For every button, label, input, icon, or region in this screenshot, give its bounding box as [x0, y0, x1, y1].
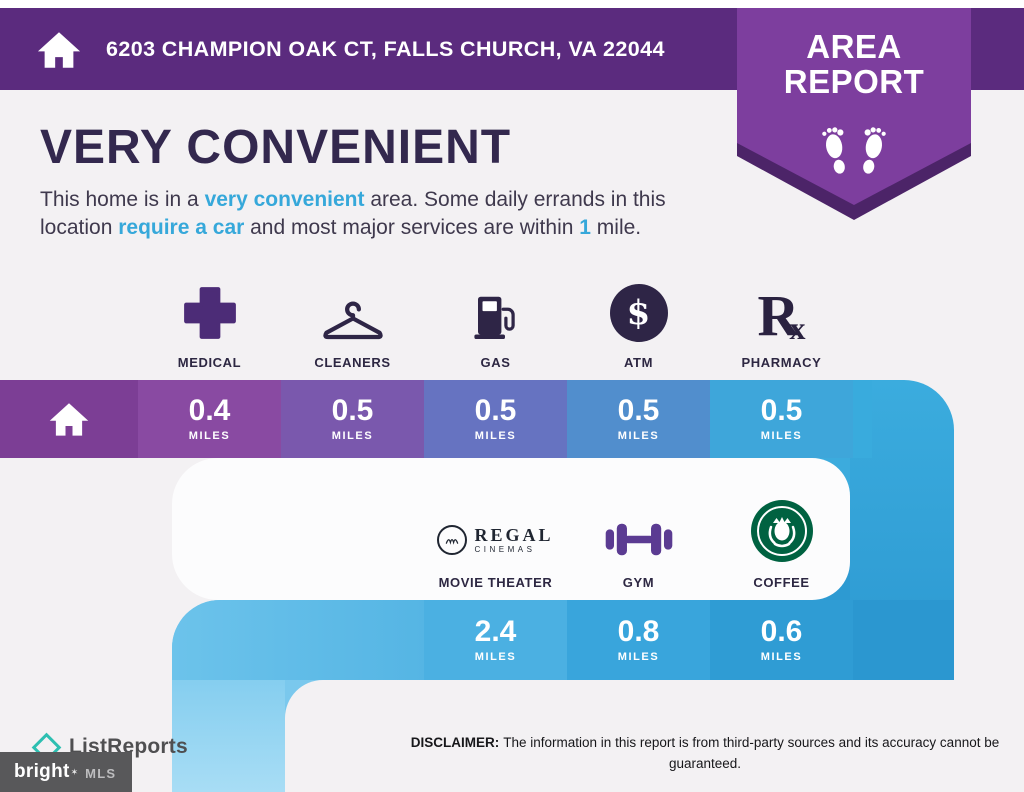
mls-wordmark: MLS: [85, 766, 117, 781]
service-label: CLEANERS: [314, 355, 391, 370]
band-filler: [853, 380, 872, 458]
distance-value: 0.5: [617, 394, 660, 427]
area-report-badge: AREA REPORT: [737, 8, 971, 220]
home-icon: [37, 31, 81, 68]
distance-cell-gym: 0.8 MILES: [567, 600, 710, 680]
distance-value: 0.6: [760, 615, 803, 648]
distance-cell-pharmacy: 0.5 MILES: [710, 380, 853, 458]
distance-value: 0.4: [188, 394, 231, 427]
dumbbell-icon: [602, 517, 676, 562]
distance-value: 0.5: [331, 394, 374, 427]
rx-r-glyph: R: [757, 282, 800, 348]
rx-x-glyph: x: [789, 310, 806, 346]
distance-cell-atm: 0.5 MILES: [567, 380, 710, 458]
band-curve-segment: [172, 600, 424, 680]
service-label: MOVIE THEATER: [438, 575, 553, 590]
home-icon: [49, 403, 89, 436]
service-label: ATM: [624, 355, 653, 370]
service-label: COFFEE: [753, 575, 810, 590]
brand-name: REGAL: [474, 525, 554, 545]
distance-cell-cleaners: 0.5 MILES: [281, 380, 424, 458]
badge-line2: REPORT: [783, 62, 925, 100]
distance-band-row2: 2.4 MILES 0.8 MILES 0.6 MILES: [172, 600, 954, 680]
intro-highlight: very convenient: [204, 188, 365, 211]
distance-unit: MILES: [474, 430, 517, 442]
distance-value: 2.4: [474, 615, 517, 648]
regal-cinemas-logo: REGAL CINEMAS: [437, 518, 553, 562]
intro-text: mile.: [590, 216, 642, 240]
intro-text: and most major services are within: [244, 216, 580, 240]
disclaimer-text: The information in this report is from t…: [503, 735, 1000, 771]
badge-title: AREA REPORT: [737, 28, 971, 100]
star-mark: ✶: [70, 766, 79, 777]
intro-highlight: require a car: [118, 216, 245, 240]
distance-value: 0.8: [617, 615, 660, 648]
service-pharmacy: R x PHARMACY: [710, 264, 853, 370]
intro-text: area. Some daily errands in this: [364, 188, 666, 211]
distance-unit: MILES: [760, 430, 803, 442]
hanger-icon: [319, 297, 387, 342]
service-movie-theater: REGAL CINEMAS MOVIE THEATER: [424, 470, 567, 590]
gas-pump-icon: [469, 291, 523, 342]
intro-paragraph: This home is in a very convenient area. …: [40, 186, 666, 242]
service-gas: GAS: [424, 264, 567, 370]
property-address: 6203 CHAMPION OAK CT, FALLS CHURCH, VA 2…: [106, 36, 665, 61]
disclaimer-label: DISCLAIMER:: [410, 735, 500, 750]
distance-cell-medical: 0.4 MILES: [138, 380, 281, 458]
starbucks-logo-icon: [750, 500, 813, 562]
intro-text: location: [40, 216, 119, 240]
service-label: GAS: [480, 355, 511, 370]
distance-value: 0.5: [474, 394, 517, 427]
band-end-segment: [853, 600, 954, 680]
badge-line1: AREA: [806, 28, 902, 65]
service-label: MEDICAL: [177, 355, 242, 370]
rx-icon: R x: [757, 282, 806, 348]
service-label: PHARMACY: [741, 355, 822, 370]
service-gym: GYM: [567, 470, 710, 590]
service-label: GYM: [622, 575, 655, 590]
distance-unit: MILES: [617, 651, 660, 663]
page-title: VERY CONVENIENT: [40, 121, 512, 174]
atm-dollar-icon: $: [609, 284, 668, 342]
distance-unit: MILES: [188, 430, 231, 442]
service-atm: $ ATM: [567, 264, 710, 370]
distance-cell-coffee: 0.6 MILES: [710, 600, 853, 680]
services-panel: [172, 458, 850, 600]
brand-subname: CINEMAS: [474, 545, 536, 554]
distance-band-row1: 0.4 MILES 0.5 MILES 0.5 MILES 0.5 MILES …: [0, 380, 872, 458]
service-cleaners: CLEANERS: [281, 264, 424, 370]
distance-unit: MILES: [331, 430, 374, 442]
distance-cell-movie-theater: 2.4 MILES: [424, 600, 567, 680]
service-coffee: COFFEE: [710, 470, 853, 590]
distance-unit: MILES: [617, 430, 660, 442]
regal-mark-icon: [437, 525, 468, 555]
bright-mls-logo: bright ✶ MLS: [0, 752, 132, 792]
footprints-icon: [822, 127, 886, 174]
distance-unit: MILES: [760, 651, 803, 663]
medical-cross-icon: [181, 284, 239, 342]
distance-cell-gas: 0.5 MILES: [424, 380, 567, 458]
intro-text: This home is in a: [40, 188, 205, 211]
service-medical: MEDICAL: [138, 264, 281, 370]
disclaimer: DISCLAIMER: The information in this repor…: [410, 733, 1000, 775]
intro-highlight: 1: [579, 216, 591, 240]
dollar-glyph: $: [626, 293, 651, 333]
home-band-cell: [0, 380, 138, 458]
distance-unit: MILES: [474, 651, 517, 663]
distance-value: 0.5: [760, 394, 803, 427]
bright-wordmark: bright: [14, 761, 70, 782]
